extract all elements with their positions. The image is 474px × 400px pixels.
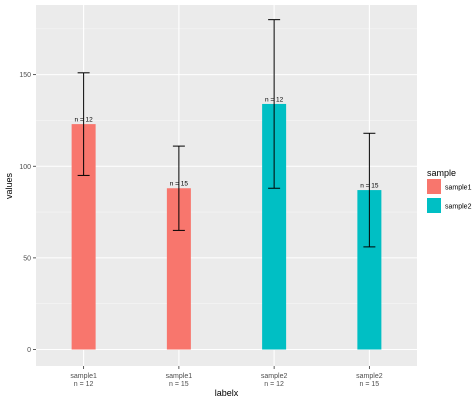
count-label: n = 12 bbox=[74, 117, 93, 124]
bars bbox=[71, 103, 382, 350]
y-axis-title: values bbox=[4, 172, 14, 199]
y-axis-ticks: 0 50 100 150 bbox=[19, 72, 36, 354]
x-tick-label: sample1 n = 12 bbox=[70, 373, 97, 388]
legend-title: sample bbox=[427, 168, 456, 178]
x-tick-label: sample2 n = 12 bbox=[261, 373, 288, 388]
legend: sample sample1 sample2 bbox=[427, 168, 472, 213]
y-tick-label: 50 bbox=[23, 255, 31, 262]
legend-key-sample1 bbox=[427, 179, 441, 194]
count-label: n = 15 bbox=[360, 183, 379, 190]
panel-background bbox=[36, 5, 417, 366]
count-labels: n = 12 n = 15 n = 12 n = 15 bbox=[74, 96, 378, 189]
x-axis-title: labelx bbox=[215, 388, 239, 398]
x-tick-label: sample2 n = 15 bbox=[356, 373, 383, 388]
x-axis-ticks: sample1 n = 12 sample1 n = 15 sample2 n = 12 s… bbox=[70, 366, 383, 388]
count-label: n = 12 bbox=[265, 96, 284, 103]
legend-label-sample1: sample1 bbox=[445, 185, 472, 192]
y-tick-label: 150 bbox=[19, 72, 31, 79]
y-tick-label: 0 bbox=[27, 347, 31, 354]
x-tick-label: sample1 n = 15 bbox=[166, 373, 193, 388]
legend-key-sample2 bbox=[427, 198, 441, 213]
error-bars bbox=[77, 19, 376, 248]
count-label: n = 15 bbox=[170, 181, 189, 188]
legend-label-sample2: sample2 bbox=[445, 204, 472, 211]
y-tick-label: 100 bbox=[19, 164, 31, 171]
